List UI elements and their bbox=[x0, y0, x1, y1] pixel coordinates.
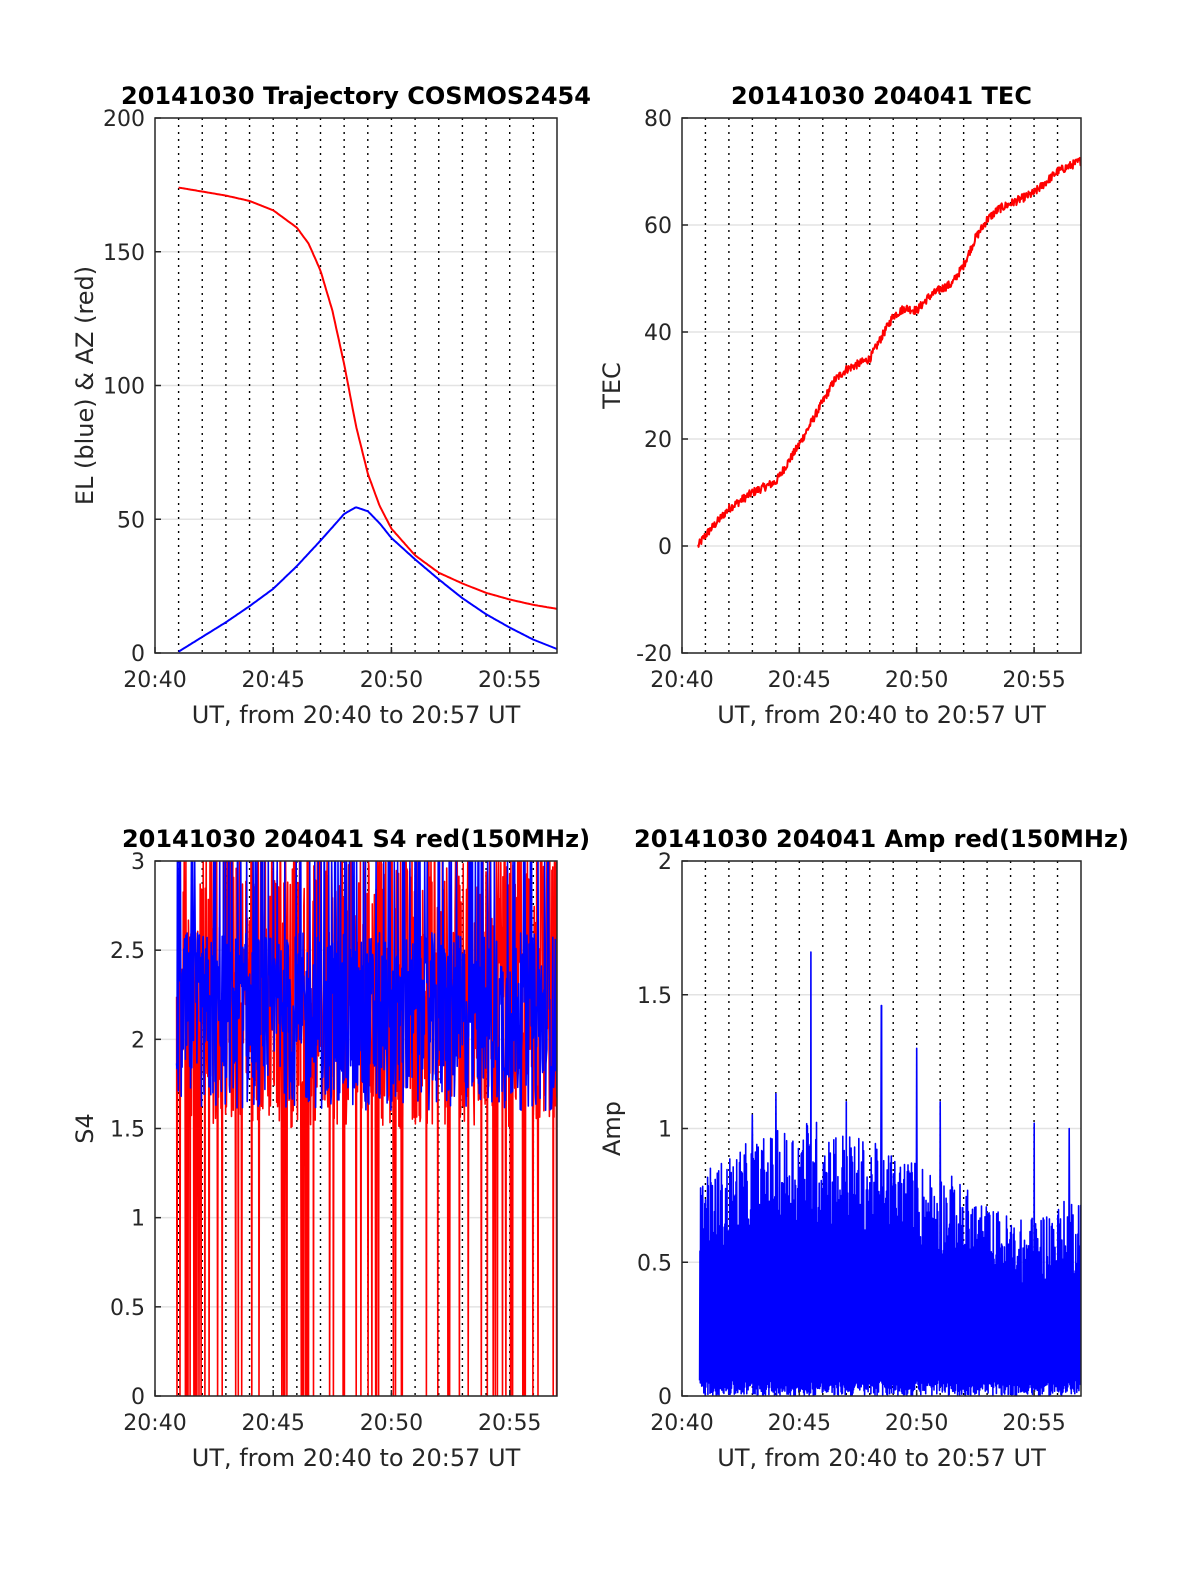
y-axis-label: TEC bbox=[598, 362, 626, 410]
y-tick-label: 1 bbox=[131, 1207, 145, 1232]
y-axis-label: Amp bbox=[598, 1101, 626, 1156]
y-tick-label: 0 bbox=[131, 642, 145, 667]
series-line-1 bbox=[178, 186, 557, 610]
y-tick-label: 50 bbox=[117, 508, 145, 533]
y-tick-label: 0.5 bbox=[637, 1251, 672, 1276]
series-line-1 bbox=[697, 156, 1081, 548]
chart-title: 20141030 204041 S4 red(150MHz) bbox=[122, 825, 590, 853]
y-axis-label: EL (blue) & AZ (red) bbox=[71, 266, 99, 505]
x-tick-label: 20:45 bbox=[241, 668, 304, 693]
x-tick-label: 20:40 bbox=[123, 1411, 186, 1436]
y-tick-label: 2 bbox=[131, 1028, 145, 1053]
s4-panel: 20:40 20:45 20:50 20:55 0 0.5 1 1.5 2 2.5 32014103… bbox=[71, 825, 590, 1472]
y-tick-label: 0 bbox=[131, 1385, 145, 1410]
y-tick-label: 1.5 bbox=[110, 1118, 145, 1143]
x-tick-label: 20:40 bbox=[650, 668, 713, 693]
y-tick-label: 2.5 bbox=[110, 939, 145, 964]
x-tick-label: 20:50 bbox=[360, 668, 423, 693]
y-tick-label: 0 bbox=[658, 1385, 672, 1410]
x-tick-label: 20:45 bbox=[768, 668, 831, 693]
y-tick-label: 150 bbox=[103, 241, 145, 266]
series-line-1 bbox=[698, 951, 1081, 1396]
x-axis-label: UT, from 20:40 to 20:57 UT bbox=[717, 701, 1046, 729]
series-line-2 bbox=[178, 506, 557, 653]
y-axis-label: S4 bbox=[71, 1113, 99, 1144]
x-axis-label: UT, from 20:40 to 20:57 UT bbox=[192, 701, 521, 729]
y-tick-label: 80 bbox=[644, 107, 672, 132]
y-tick-label: 1 bbox=[658, 1118, 672, 1143]
y-tick-label: 3 bbox=[131, 850, 145, 875]
chart-title: 20141030 204041 TEC bbox=[731, 82, 1032, 110]
tec-panel: 20:40 20:45 20:50 20:55 -20 0 20 40 60 80 20141030… bbox=[598, 82, 1082, 729]
y-tick-label: 100 bbox=[103, 375, 145, 400]
x-tick-label: 20:50 bbox=[885, 1411, 948, 1436]
x-tick-label: 20:45 bbox=[768, 1411, 831, 1436]
x-axis-label: UT, from 20:40 to 20:57 UT bbox=[717, 1444, 1046, 1472]
x-tick-label: 20:40 bbox=[650, 1411, 713, 1436]
chart-title: 20141030 204041 Amp red(150MHz) bbox=[634, 825, 1129, 853]
x-tick-label: 20:55 bbox=[478, 668, 541, 693]
series-line-2 bbox=[175, 861, 557, 1111]
y-tick-label: 200 bbox=[103, 107, 145, 132]
y-tick-label: 60 bbox=[644, 214, 672, 239]
y-tick-label: 20 bbox=[644, 428, 672, 453]
x-axis-label: UT, from 20:40 to 20:57 UT bbox=[192, 1444, 521, 1472]
chart-title: 20141030 Trajectory COSMOS2454 bbox=[121, 82, 591, 110]
axes-box bbox=[681, 117, 1082, 654]
x-tick-label: 20:50 bbox=[885, 668, 948, 693]
x-tick-label: 20:55 bbox=[478, 1411, 541, 1436]
x-tick-label: 20:55 bbox=[1002, 1411, 1065, 1436]
y-tick-label: 40 bbox=[644, 321, 672, 346]
y-tick-label: 2 bbox=[658, 850, 672, 875]
x-tick-label: 20:45 bbox=[241, 1411, 304, 1436]
y-tick-label: 0.5 bbox=[110, 1296, 145, 1321]
x-tick-label: 20:50 bbox=[360, 1411, 423, 1436]
y-tick-label: 0 bbox=[658, 535, 672, 560]
x-tick-label: 20:40 bbox=[123, 668, 186, 693]
y-tick-label: -20 bbox=[636, 642, 672, 667]
y-tick-label: 1.5 bbox=[637, 984, 672, 1009]
trajectory-panel: 20:40 20:45 20:50 20:55 0 50 100 150 20020141030… bbox=[71, 82, 591, 729]
x-tick-label: 20:55 bbox=[1002, 668, 1065, 693]
